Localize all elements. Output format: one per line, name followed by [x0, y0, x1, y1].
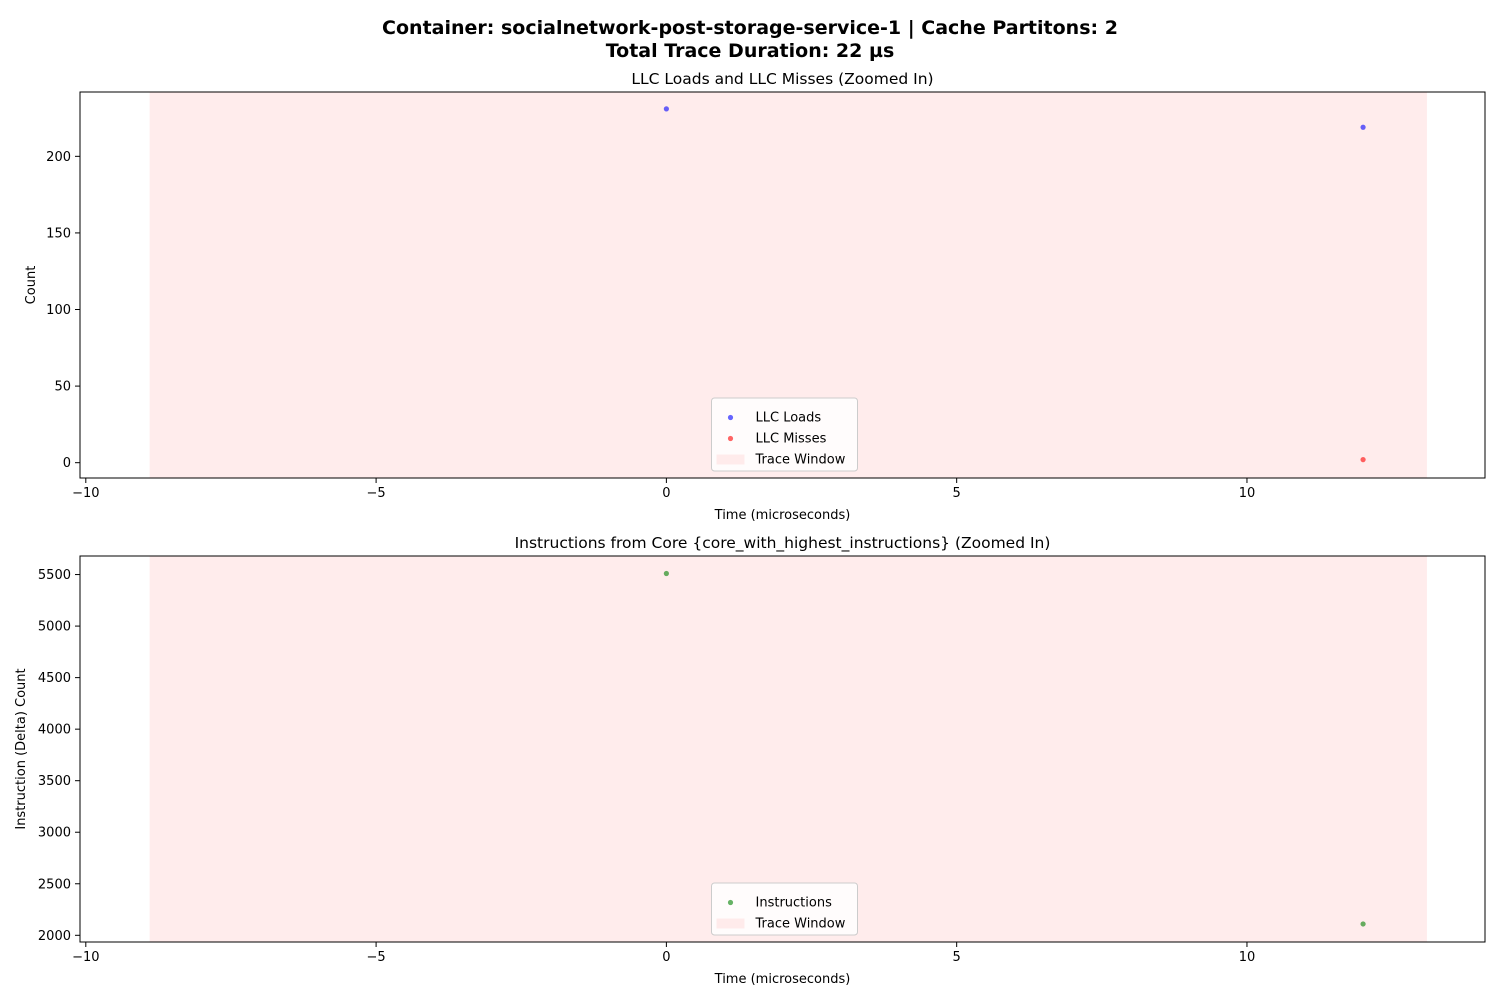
y-axis-label: Count — [24, 266, 39, 305]
x-tick-label: −10 — [72, 950, 99, 965]
trace-window-span — [149, 556, 1427, 942]
legend-marker-llc-misses — [727, 435, 734, 442]
legend: LLC Loads LLC Misses Trace Window — [711, 397, 858, 472]
y-axis-label: Instruction (Delta) Count — [14, 668, 29, 829]
chart-title: Instructions from Core {core_with_highes… — [515, 534, 1051, 553]
y-tick-label: 2000 — [38, 929, 71, 944]
axes-frame — [79, 555, 1486, 943]
y-tick-label: 5500 — [38, 568, 71, 583]
legend-label-instructions: Instructions — [756, 896, 833, 911]
legend-label-llc-misses: LLC Misses — [756, 432, 827, 447]
legend: Instructions Trace Window — [711, 882, 858, 936]
legend-label-llc-loads: LLC Loads — [756, 411, 822, 426]
legend-label-trace-window: Trace Window — [755, 917, 846, 932]
data-point-llc-misses — [1360, 457, 1366, 463]
legend-box — [711, 882, 858, 936]
legend-box — [711, 397, 858, 472]
y-tick-label: 100 — [46, 303, 71, 318]
legend-label-trace-window: Trace Window — [755, 453, 846, 468]
x-tick-label: −10 — [72, 486, 99, 501]
x-axis-label: Time (microseconds) — [714, 508, 851, 523]
y-tick-label: 3500 — [38, 774, 71, 789]
figure-subtitle: Total Trace Duration: 22 µs — [605, 40, 895, 62]
axes-frame — [79, 91, 1486, 479]
y-tick-label: 200 — [46, 150, 71, 165]
x-axis-label: Time (microseconds) — [714, 972, 851, 987]
y-tick-label: 50 — [54, 380, 71, 395]
x-tick-label: 0 — [662, 486, 670, 501]
figure-title: Container: socialnetwork-post-storage-se… — [382, 17, 1118, 39]
chart-title: LLC Loads and LLC Misses (Zoomed In) — [631, 70, 933, 88]
y-tick-label: 5000 — [38, 620, 71, 635]
y-tick-label: 150 — [46, 226, 71, 241]
chart-panel-instructions: −10 −5 0 5 10 2000 2500 3000 3500 4000 4500 5000 550… — [14, 534, 1486, 987]
x-tick-label: 5 — [953, 486, 961, 501]
x-tick-label: 0 — [662, 950, 670, 965]
x-tick-label: 5 — [953, 950, 961, 965]
y-tick-label: 3000 — [38, 826, 71, 841]
x-tick-label: −5 — [367, 486, 386, 501]
data-point-llc-loads — [663, 106, 669, 112]
data-point-instructions — [1360, 921, 1366, 927]
legend-marker-instructions — [727, 899, 734, 906]
x-tick-label: 10 — [1239, 486, 1256, 501]
x-tick-label: 10 — [1239, 950, 1256, 965]
legend-marker-trace-window — [716, 918, 745, 929]
y-tick-label: 4000 — [38, 723, 71, 738]
data-point-instructions — [663, 570, 669, 577]
legend-marker-trace-window — [716, 454, 745, 465]
data-point-llc-loads — [1360, 124, 1366, 130]
y-tick-label: 0 — [63, 456, 71, 471]
x-tick-label: −5 — [367, 950, 386, 965]
legend-marker-llc-loads — [727, 414, 734, 421]
y-tick-label: 4500 — [38, 671, 71, 686]
y-tick-label: 2500 — [38, 877, 71, 892]
